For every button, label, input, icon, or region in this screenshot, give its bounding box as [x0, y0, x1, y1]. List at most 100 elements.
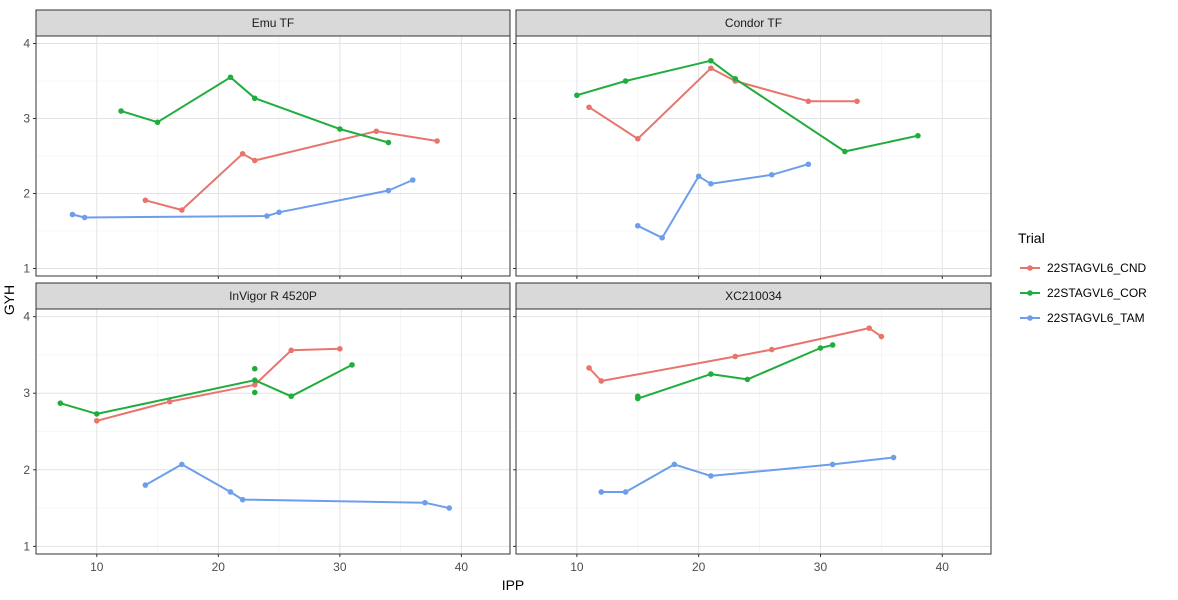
- data-point: [179, 207, 185, 213]
- data-point: [337, 346, 343, 352]
- data-point: [142, 482, 149, 488]
- data-point: [634, 393, 641, 400]
- x-tick-label: 30: [814, 560, 828, 574]
- y-tick-label: 2: [23, 187, 30, 201]
- data-point: [890, 454, 897, 461]
- data-point: [251, 95, 258, 102]
- data-point: [264, 213, 270, 219]
- facet-title: Emu TF: [252, 16, 294, 30]
- data-point: [671, 461, 678, 468]
- y-tick-label: 2: [23, 463, 30, 477]
- data-point: [373, 128, 380, 135]
- facet-panel-4: XC210034 10 20 30 40: [513, 282, 992, 574]
- legend-entry: 22STAGVL6_COR: [1020, 286, 1147, 300]
- facet-title: XC210034: [725, 289, 782, 303]
- data-point: [118, 108, 124, 114]
- panel-border: [515, 308, 992, 555]
- y-axis-title: GYH: [1, 285, 17, 315]
- data-point: [634, 222, 641, 229]
- series-line: [588, 67, 857, 140]
- data-point: [227, 74, 234, 81]
- facet-panel-2: Condor TF: [513, 9, 992, 279]
- data-point: [695, 173, 702, 180]
- data-point: [744, 376, 751, 383]
- series-line: [145, 130, 438, 211]
- facet-title: InVigor R 4520P: [229, 289, 317, 303]
- data-point: [634, 135, 641, 142]
- x-tick-label: 20: [692, 560, 706, 574]
- data-point: [251, 365, 258, 372]
- x-axis-title: IPP: [502, 577, 525, 593]
- series-line: [576, 59, 919, 153]
- legend-key-point: [1027, 290, 1033, 296]
- data-point: [708, 180, 714, 187]
- x-tick-label: 40: [455, 560, 469, 574]
- data-point: [179, 461, 185, 468]
- data-point: [598, 489, 605, 495]
- facet-strip: [515, 282, 992, 310]
- facet-strip: [35, 9, 511, 37]
- data-point: [251, 389, 258, 396]
- data-point: [69, 211, 76, 218]
- data-point: [878, 333, 885, 340]
- data-point: [57, 400, 64, 406]
- data-point: [732, 75, 739, 82]
- data-point: [829, 461, 836, 468]
- data-point: [622, 489, 629, 495]
- x-tick-label: 30: [333, 560, 347, 574]
- data-point: [93, 417, 100, 424]
- data-point: [166, 398, 173, 405]
- legend-entry: 22STAGVL6_CND: [1020, 261, 1146, 275]
- legend: Trial 22STAGVL6_CND 22STAGVL6_COR 22STAGVL…: [1018, 230, 1147, 325]
- data-point: [251, 377, 258, 384]
- panel-border: [35, 308, 511, 555]
- data-point: [708, 57, 714, 64]
- data-point: [93, 411, 100, 417]
- y-tick-label: 3: [23, 112, 30, 126]
- x-tick-label: 40: [936, 560, 950, 574]
- panel-border: [515, 35, 992, 277]
- data-point: [81, 214, 88, 221]
- data-point: [337, 126, 343, 132]
- data-point: [805, 98, 812, 105]
- facet-title: Condor TF: [725, 16, 782, 30]
- data-point: [574, 92, 580, 99]
- series-line: [601, 456, 894, 493]
- data-point: [829, 342, 836, 348]
- data-point: [422, 499, 428, 506]
- x-tick-label: 10: [570, 560, 584, 574]
- legend-label: 22STAGVL6_COR: [1047, 286, 1147, 300]
- data-point: [805, 161, 812, 168]
- data-point: [732, 353, 739, 360]
- data-point: [854, 98, 860, 105]
- data-point: [622, 78, 629, 84]
- series-line: [120, 76, 389, 144]
- data-point: [586, 365, 592, 371]
- legend-label: 22STAGVL6_TAM: [1047, 311, 1145, 325]
- data-point: [251, 381, 258, 388]
- data-point: [349, 362, 355, 368]
- data-point: [446, 505, 453, 511]
- data-point: [817, 345, 824, 351]
- data-point: [251, 157, 258, 164]
- data-point: [239, 496, 246, 503]
- y-tick-label: 1: [23, 539, 30, 553]
- series-line: [144, 463, 450, 510]
- legend-title: Trial: [1018, 230, 1045, 246]
- data-point: [708, 65, 714, 72]
- facet-panel-3: InVigor R 4520P 1 2 3 4 10 20 30 40: [23, 282, 511, 574]
- facet-strip: [35, 282, 511, 310]
- data-point: [915, 132, 921, 139]
- chart-panels: Emu TF 1 2 3 4 Condor TF InVigor R 4520P 1 2 3 4 10…: [23, 9, 992, 574]
- x-tick-label: 10: [90, 560, 104, 574]
- data-point: [586, 104, 592, 111]
- data-point: [768, 171, 775, 178]
- series-line: [637, 163, 809, 239]
- data-point: [659, 234, 665, 241]
- legend-label: 22STAGVL6_CND: [1047, 261, 1146, 275]
- legend-entry: 22STAGVL6_TAM: [1020, 311, 1145, 325]
- y-tick-label: 1: [23, 262, 30, 276]
- legend-key-point: [1027, 265, 1033, 271]
- y-tick-label: 3: [23, 386, 30, 400]
